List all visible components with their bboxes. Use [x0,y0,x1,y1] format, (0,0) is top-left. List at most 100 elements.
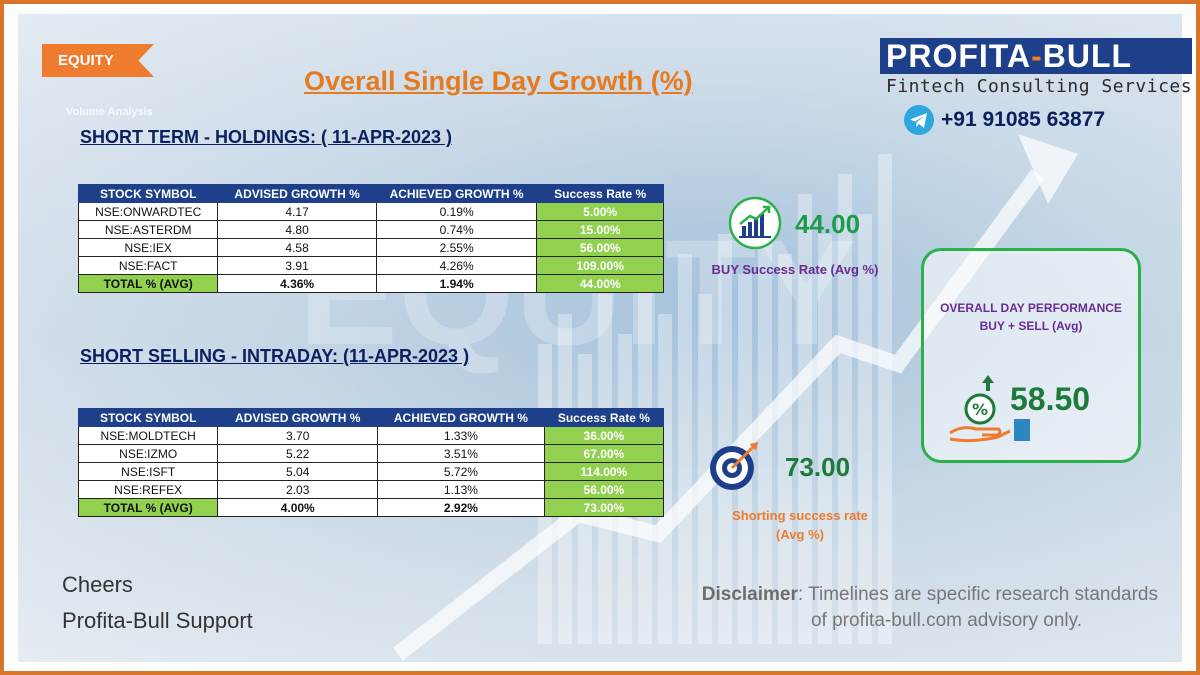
achieved-growth: 1.33% [377,426,545,445]
total-rate: 44.00% [536,274,664,293]
achieved-growth: 4.26% [375,256,538,275]
shorting-label-line1: Shorting success rate [732,508,868,523]
overall-title-line2: BUY + SELL (Avg) [979,319,1083,333]
col-achieved-growth: ACHIEVED GROWTH % [377,408,545,427]
table-row: NSE:IEX 4.58 2.55% 56.00% [77,238,664,257]
total-row: TOTAL % (AVG) 4.00% 2.92% 73.00% [77,498,665,517]
col-stock-symbol: STOCK SYMBOL [77,408,219,427]
shorting-success-label: Shorting success rate (Avg %) [710,506,890,544]
achieved-growth: 5.72% [377,462,545,481]
success-rate: 36.00% [543,426,665,445]
footer-cheers: Cheers [62,572,133,597]
equity-tag-label: EQUITY [58,52,114,69]
brand-name-right: BULL [1042,38,1133,74]
holdings-table: STOCK SYMBOL ADVISED GROWTH % ACHIEVED G… [77,184,664,293]
stock-symbol: NSE:ASTERDM [77,220,219,239]
holdings-title: SHORT TERM - HOLDINGS: ( 11-APR-2023 ) [80,127,453,147]
total-row: TOTAL % (AVG) 4.36% 1.94% 44.00% [77,274,664,293]
total-achieved: 1.94% [375,274,538,293]
advised-growth: 3.91 [217,256,377,275]
brand-name: PROFITA-BULL [880,38,1193,74]
success-rate: 56.00% [543,480,665,499]
intraday-title: SHORT SELLING - INTRADAY: (11-APR-2023 ) [80,346,470,366]
stock-symbol: NSE:IZMO [77,444,219,463]
percent-hand-icon: % [949,375,1030,443]
brand-logo: PROFITA-BULL Fintech Consulting Services [880,38,1193,97]
intraday-header-row: STOCK SYMBOL ADVISED GROWTH % ACHIEVED G… [77,408,665,427]
col-advised-growth: ADVISED GROWTH % [217,184,377,203]
achieved-growth: 1.13% [377,480,545,499]
table-row: NSE:ASTERDM 4.80 0.74% 15.00% [77,220,664,239]
stock-symbol: NSE:FACT [77,256,219,275]
overall-performance-title: OVERALL DAY PERFORMANCE BUY + SELL (Avg) [924,299,1138,335]
table-row: NSE:IZMO 5.22 3.51% 67.00% [77,444,665,463]
stock-symbol: NSE:MOLDTECH [77,426,219,445]
col-achieved-growth: ACHIEVED GROWTH % [375,184,538,203]
disclaimer-line2: of profita-bull.com advisory only. [810,610,1082,631]
success-rate: 114.00% [543,462,665,481]
overall-performance-card: OVERALL DAY PERFORMANCE BUY + SELL (Avg)… [921,248,1141,463]
advised-growth: 3.70 [217,426,379,445]
total-label: TOTAL % (AVG) [77,498,219,517]
achieved-growth: 2.55% [375,238,538,257]
col-stock-symbol: STOCK SYMBOL [77,184,219,203]
total-advised: 4.36% [217,274,377,293]
buy-success-value: 44.00 [795,209,861,239]
stock-symbol: NSE:ISFT [77,462,219,481]
telegram-icon [904,105,934,135]
advised-growth: 4.80 [217,220,377,239]
stock-symbol: NSE:REFEX [77,480,219,499]
table-row: NSE:ONWARDTEC 4.17 0.19% 5.00% [77,202,664,221]
holdings-header-row: STOCK SYMBOL ADVISED GROWTH % ACHIEVED G… [77,184,664,203]
footer-support: Profita-Bull Support [62,608,253,633]
total-advised: 4.00% [217,498,379,517]
advised-growth: 2.03 [217,480,379,499]
contact-phone[interactable]: +91 91085 63877 [903,104,1105,136]
success-rate: 56.00% [536,238,664,257]
intraday-table: STOCK SYMBOL ADVISED GROWTH % ACHIEVED G… [77,408,665,517]
disclaimer-label: Disclaimer [701,584,798,605]
buy-success-label: BUY Success Rate (Avg %) [711,262,879,277]
overall-title-line1: OVERALL DAY PERFORMANCE [940,301,1122,315]
success-rate: 67.00% [543,444,665,463]
table-row: NSE:FACT 3.91 4.26% 109.00% [77,256,664,275]
total-rate: 73.00% [543,498,665,517]
table-row: NSE:MOLDTECH 3.70 1.33% 36.00% [77,426,665,445]
total-label: TOTAL % (AVG) [77,274,219,293]
col-success-rate: Success Rate % [543,408,665,427]
disclaimer: Disclaimer: Timelines are specific resea… [646,582,1158,634]
shorting-success-value: 73.00 [785,452,851,482]
achieved-growth: 0.19% [375,202,538,221]
growth-chart-icon [728,196,782,250]
equity-tag: EQUITY [42,44,154,77]
advised-growth: 4.17 [217,202,377,221]
brand-subtitle: Fintech Consulting Services [886,76,1193,97]
overall-performance-value: 58.50 [1010,381,1091,417]
stock-symbol: NSE:ONWARDTEC [77,202,219,221]
advised-growth: 4.58 [217,238,377,257]
advised-growth: 5.04 [217,462,379,481]
achieved-growth: 0.74% [375,220,538,239]
disclaimer-text1: : Timelines are specific research standa… [797,584,1158,605]
brand-name-dash: - [1031,38,1043,74]
achieved-growth: 3.51% [377,444,545,463]
page-title: Overall Single Day Growth (%) [304,66,693,96]
brand-name-left: PROFITA [886,38,1032,74]
success-rate: 109.00% [536,256,664,275]
advised-growth: 5.22 [217,444,379,463]
total-achieved: 2.92% [377,498,545,517]
success-rate: 5.00% [536,202,664,221]
disclaimer-line1: Disclaimer: Timelines are specific resea… [646,582,1158,608]
phone-number: +91 91085 63877 [941,108,1106,131]
col-success-rate: Success Rate % [536,184,664,203]
success-rate: 15.00% [536,220,664,239]
shorting-label-line2: (Avg %) [776,527,824,542]
target-icon [710,442,758,490]
stock-symbol: NSE:IEX [77,238,219,257]
table-row: NSE:REFEX 2.03 1.13% 56.00% [77,480,665,499]
col-advised-growth: ADVISED GROWTH % [217,408,379,427]
svg-text:%: % [972,400,988,419]
table-row: NSE:ISFT 5.04 5.72% 114.00% [77,462,665,481]
background-caption: Volume Analysis [66,106,153,118]
